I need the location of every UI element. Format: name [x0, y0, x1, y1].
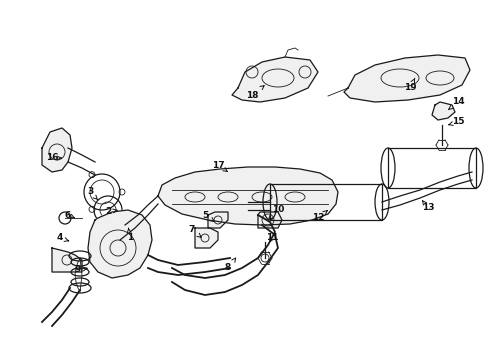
Text: 17: 17 — [212, 161, 227, 171]
Bar — [388, 148, 476, 188]
Text: 16: 16 — [46, 153, 61, 162]
Text: 12: 12 — [312, 211, 327, 222]
Text: 15: 15 — [449, 117, 464, 126]
Text: 10: 10 — [269, 206, 284, 220]
Text: 14: 14 — [449, 98, 465, 109]
Text: 4: 4 — [57, 234, 69, 243]
Text: 11: 11 — [266, 234, 278, 243]
Polygon shape — [208, 212, 228, 228]
Polygon shape — [42, 128, 72, 172]
Polygon shape — [344, 55, 470, 102]
Bar — [270, 184, 382, 220]
Text: 2: 2 — [105, 207, 117, 216]
Polygon shape — [52, 248, 82, 272]
Text: 13: 13 — [422, 201, 434, 212]
Text: 9: 9 — [75, 266, 87, 274]
Text: 5: 5 — [202, 211, 214, 221]
Text: 8: 8 — [225, 258, 236, 273]
Text: 1: 1 — [127, 228, 133, 243]
Polygon shape — [432, 102, 455, 120]
Text: 7: 7 — [189, 225, 201, 237]
Text: 3: 3 — [87, 188, 98, 200]
Polygon shape — [232, 57, 318, 102]
Polygon shape — [258, 212, 282, 228]
Text: 18: 18 — [246, 86, 264, 99]
Polygon shape — [88, 210, 152, 278]
Text: 6: 6 — [65, 211, 74, 220]
Text: 19: 19 — [404, 78, 416, 93]
Polygon shape — [195, 228, 218, 248]
Polygon shape — [158, 167, 338, 225]
